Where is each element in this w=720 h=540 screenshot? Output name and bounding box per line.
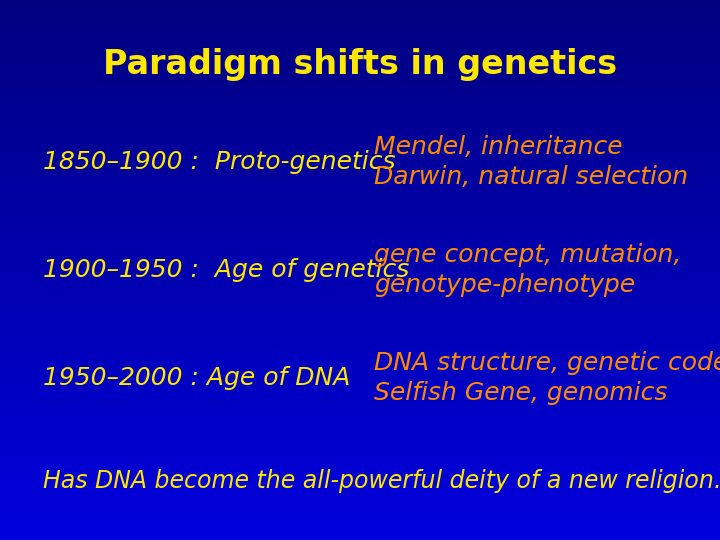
Text: 1850–1900 :  Proto-genetics: 1850–1900 : Proto-genetics [43, 150, 396, 174]
Text: Mendel, inheritance: Mendel, inheritance [374, 135, 623, 159]
Text: Darwin, natural selection: Darwin, natural selection [374, 165, 688, 189]
Text: Has DNA become the all-powerful deity of a new religion…: Has DNA become the all-powerful deity of… [43, 469, 720, 492]
Text: gene concept, mutation,: gene concept, mutation, [374, 243, 682, 267]
Text: genotype-phenotype: genotype-phenotype [374, 273, 636, 297]
Text: 1950–2000 : Age of DNA: 1950–2000 : Age of DNA [43, 366, 351, 390]
Text: Paradigm shifts in genetics: Paradigm shifts in genetics [103, 48, 617, 82]
Text: DNA structure, genetic code,: DNA structure, genetic code, [374, 351, 720, 375]
Text: Selfish Gene, genomics: Selfish Gene, genomics [374, 381, 667, 405]
Text: 1900–1950 :  Age of genetics: 1900–1950 : Age of genetics [43, 258, 410, 282]
